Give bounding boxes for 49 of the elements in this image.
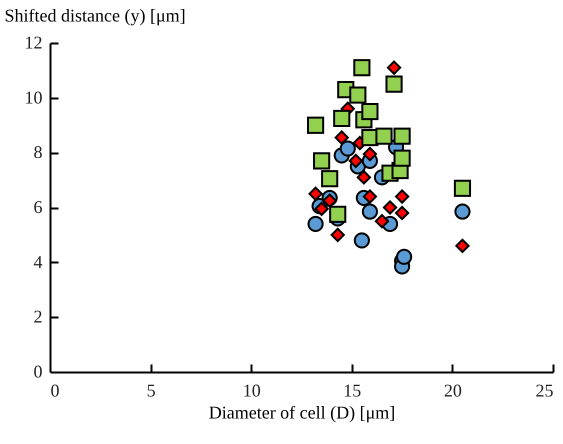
point xyxy=(349,86,366,104)
y-tick-label: 10 xyxy=(24,87,42,108)
x-tick-label: 20 xyxy=(444,380,462,400)
point xyxy=(333,110,350,127)
point xyxy=(454,204,471,220)
point xyxy=(394,128,411,145)
point xyxy=(322,194,337,208)
point xyxy=(330,228,345,242)
point xyxy=(394,206,410,220)
y-tick-label: 6 xyxy=(34,197,42,217)
x-axis-title: Diameter of cell (D) [μm] xyxy=(208,402,396,422)
point xyxy=(362,146,378,162)
point xyxy=(334,130,349,145)
point xyxy=(455,238,470,254)
y-tick-label: 0 xyxy=(34,362,42,382)
x-tick-label: 10 xyxy=(242,380,261,400)
point xyxy=(394,189,410,204)
point xyxy=(307,116,324,134)
point xyxy=(454,180,472,197)
y-axis-title: Shifted distance (y) [μm] xyxy=(4,6,186,26)
point xyxy=(329,206,346,223)
point xyxy=(385,76,403,93)
x-tick-label: 25 xyxy=(536,380,554,400)
point xyxy=(362,204,378,220)
x-tick-label: 0 xyxy=(50,380,60,400)
x-tick-label: 5 xyxy=(146,380,156,400)
point xyxy=(374,214,390,228)
y-tick-label: 2 xyxy=(34,306,42,327)
point xyxy=(361,102,378,120)
point xyxy=(353,59,370,76)
point xyxy=(375,128,393,145)
y-tick-label: 8 xyxy=(34,142,42,162)
y-tick-label: 12 xyxy=(24,32,42,52)
point xyxy=(308,216,324,232)
point xyxy=(382,200,398,215)
y-tick-label: 4 xyxy=(34,252,42,272)
point xyxy=(340,140,356,157)
point xyxy=(354,232,370,248)
x-tick-label: 15 xyxy=(343,380,362,400)
point xyxy=(314,202,329,216)
point xyxy=(386,60,402,75)
point xyxy=(394,150,411,167)
point xyxy=(362,189,378,204)
point xyxy=(348,154,363,168)
point xyxy=(308,186,323,201)
point xyxy=(356,170,371,184)
point xyxy=(321,170,338,188)
point xyxy=(313,152,330,170)
point xyxy=(396,248,412,265)
